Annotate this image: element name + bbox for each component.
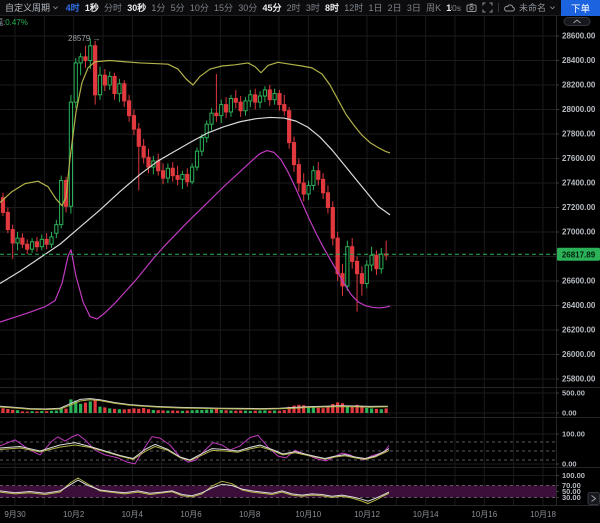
timeframe-item-7[interactable]: 15分	[211, 0, 235, 16]
layout-selector[interactable]: 未命名	[504, 1, 556, 14]
svg-text:28000.00: 28000.00	[562, 105, 596, 114]
layout-name-label: 未命名	[518, 3, 546, 13]
camera-icon	[466, 3, 477, 12]
toolbar: 自定义周期 4时 1秒 分时 30秒 1分 5分 10分 15分 30分 45分 2时 3时 8时 12时…	[0, 0, 600, 16]
svg-text:幅:0.47%: 幅:0.47%	[0, 17, 28, 27]
indicator-overlays	[0, 59, 391, 323]
svg-text:10月12: 10月12	[354, 510, 380, 519]
toolbar-divider	[497, 3, 499, 12]
timeframe-item-11[interactable]: 3时	[303, 0, 322, 16]
volume-layer	[0, 398, 389, 413]
svg-text:26600.00: 26600.00	[562, 277, 596, 286]
period-dropdown-label: 自定义周期	[5, 3, 51, 13]
svg-text:27400.00: 27400.00	[562, 179, 596, 188]
pane-separators	[0, 16, 600, 506]
toolbar-right-controls: 0s 未命名 下单	[452, 0, 600, 16]
timeframe-item-10[interactable]: 2时	[284, 0, 303, 16]
svg-text:70.00: 70.00	[562, 481, 581, 490]
svg-text:28200.00: 28200.00	[562, 81, 596, 90]
svg-text:10月10: 10月10	[295, 510, 321, 519]
svg-text:10月16: 10月16	[471, 510, 497, 519]
price-chart-canvas[interactable]: 26817.89 28600.00 28400.00 28200.00 28000.00…	[0, 16, 600, 523]
svg-text:10月18: 10月18	[530, 510, 556, 519]
timeframe-item-6[interactable]: 10分	[187, 0, 211, 16]
svg-text:26400.00: 26400.00	[562, 301, 596, 310]
svg-text:100.00: 100.00	[562, 471, 585, 480]
svg-text:100.00: 100.00	[562, 430, 585, 439]
svg-text:10月8: 10月8	[239, 510, 261, 519]
svg-text:28579 →: 28579 →	[68, 34, 100, 43]
timeframe-item-3[interactable]: 30秒	[125, 0, 149, 16]
chevron-up-icon	[573, 19, 581, 24]
fullscreen-button[interactable]	[482, 2, 493, 13]
svg-text:26200.00: 26200.00	[562, 326, 596, 335]
time-axis: 9月30 10月2 10月4 10月6 10月8 10月10 10月12 10月14 10月16…	[4, 510, 556, 519]
svg-text:10月4: 10月4	[122, 510, 144, 519]
svg-text:27800.00: 27800.00	[562, 130, 596, 139]
timeframe-item-14[interactable]: 1日	[366, 0, 385, 16]
timeframe-item-4[interactable]: 1分	[149, 0, 168, 16]
price-axis: 28600.00 28400.00 28200.00 28000.00 27800.00…	[556, 32, 596, 502]
timeframe-item-15[interactable]: 2日	[385, 0, 404, 16]
expand-pane-button[interactable]	[587, 492, 600, 505]
svg-text:26000.00: 26000.00	[562, 350, 596, 359]
screenshot-button[interactable]	[466, 2, 477, 13]
svg-text:0.00: 0.00	[562, 460, 577, 469]
oscillator-reference-lines	[0, 441, 556, 461]
timeframe-item-2[interactable]: 分时	[101, 0, 124, 16]
timeframe-item-18[interactable]: 15日	[444, 0, 452, 16]
svg-text:0.00: 0.00	[562, 409, 577, 418]
svg-text:30.00: 30.00	[562, 493, 581, 502]
timeframe-item-9[interactable]: 45分	[260, 0, 284, 16]
period-dropdown[interactable]: 自定义周期	[5, 1, 59, 14]
oscillator-layer	[0, 434, 390, 465]
timeframe-item-5[interactable]: 5分	[168, 0, 187, 16]
timeframe-item-8[interactable]: 30分	[236, 0, 260, 16]
svg-text:28600.00: 28600.00	[562, 32, 596, 41]
svg-text:50.00: 50.00	[562, 487, 581, 496]
timeframe-item-12[interactable]: 8时	[322, 0, 341, 16]
chevron-down-icon	[549, 6, 555, 10]
fullscreen-icon	[482, 2, 493, 13]
rsi-layer	[0, 477, 390, 504]
svg-text:9月30: 9月30	[4, 510, 26, 519]
countdown-timer: 0s	[451, 2, 461, 13]
timeframe-toolbar: 自定义周期 4时 1秒 分时 30秒 1分 5分 10分 15分 30分 45分 2时 3时 8时 12时…	[0, 0, 452, 16]
timeframe-item-13[interactable]: 12时	[342, 0, 366, 16]
current-price-label: 26817.89	[557, 247, 600, 261]
svg-text:27000.00: 27000.00	[562, 228, 596, 237]
chevron-right-icon	[591, 495, 597, 502]
svg-text:28400.00: 28400.00	[562, 56, 596, 65]
order-button[interactable]: 下单	[560, 0, 600, 16]
svg-text:27600.00: 27600.00	[562, 154, 596, 163]
amplitude-readout: 28579 → 幅:0.47%	[0, 17, 100, 43]
cloud-icon	[504, 3, 515, 11]
timeframe-list: 4时 1秒 分时 30秒 1分 5分 10分 15分 30分 45分 2时 3时 8时 12时 1日 2日 3日…	[63, 0, 452, 16]
svg-text:10月14: 10月14	[413, 510, 439, 519]
timeframe-item-1[interactable]: 1秒	[82, 0, 101, 16]
svg-text:500.00: 500.00	[562, 389, 585, 398]
timeframe-item-17[interactable]: 周K	[423, 0, 443, 16]
chevron-down-icon	[53, 6, 59, 10]
svg-text:27200.00: 27200.00	[562, 203, 596, 212]
collapse-axis-button[interactable]	[563, 17, 591, 26]
svg-text:25800.00: 25800.00	[562, 375, 596, 384]
timeframe-item-0[interactable]: 4时	[63, 0, 82, 16]
svg-text:26817.89: 26817.89	[562, 250, 596, 259]
svg-text:10月6: 10月6	[180, 510, 202, 519]
svg-text:10月2: 10月2	[63, 510, 85, 519]
timeframe-item-16[interactable]: 3日	[404, 0, 423, 16]
